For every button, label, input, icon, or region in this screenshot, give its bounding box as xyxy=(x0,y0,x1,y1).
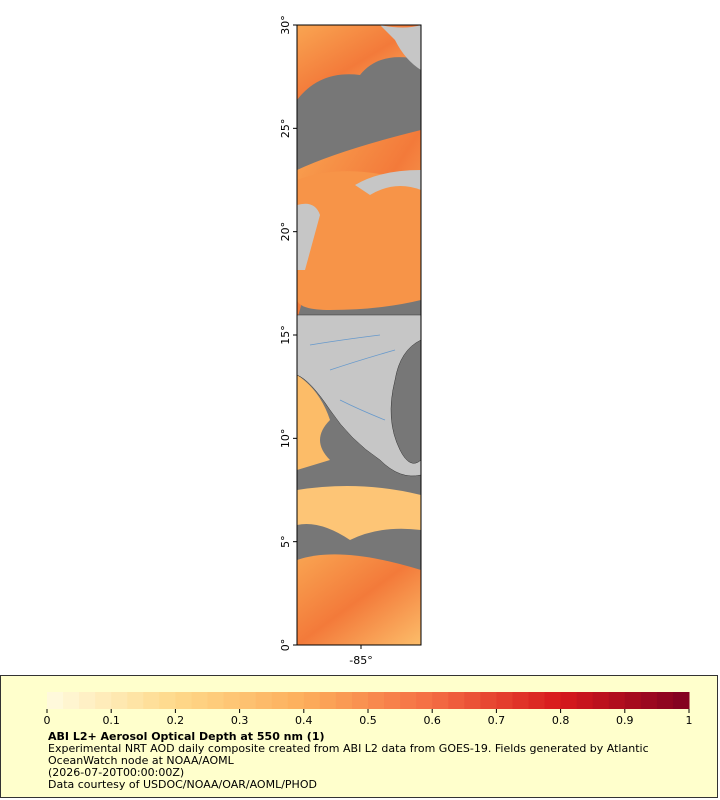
colorbar-cell xyxy=(255,692,273,709)
colorbar-cell xyxy=(544,692,562,709)
colorbar-cell xyxy=(271,692,289,709)
colorbar-cell xyxy=(159,692,176,709)
y-tick-label: 5° xyxy=(279,535,292,548)
colorbar-cell xyxy=(624,692,642,709)
colorbar-tick-label: 1 xyxy=(686,714,693,727)
aerosol-field xyxy=(297,375,330,470)
colorbar-cell xyxy=(560,692,578,709)
land xyxy=(355,170,421,195)
colorbar-cell xyxy=(656,692,674,709)
legend-credit: Data courtesy of USDOC/NOAA/OAR/AOML/PHO… xyxy=(48,778,317,791)
colorbar-cell xyxy=(351,692,369,709)
colorbar-cell xyxy=(175,692,192,709)
colorbar-cell xyxy=(223,692,241,709)
colorbar-cell xyxy=(608,692,626,709)
colorbar-tick-label: 0 xyxy=(44,714,51,727)
colorbar-cell xyxy=(319,692,337,709)
colorbar-cell xyxy=(384,692,401,709)
colorbar-cell xyxy=(592,692,610,709)
map-image xyxy=(297,25,421,645)
colorbar-tick-label: 0.5 xyxy=(359,714,377,727)
colorbar-cell xyxy=(95,692,112,709)
colorbar-tick-label: 0.1 xyxy=(102,714,120,727)
colorbar-cell xyxy=(207,692,225,709)
y-tick-label: 20° xyxy=(279,222,292,242)
aerosol-field xyxy=(297,171,421,310)
colorbar-cell xyxy=(191,692,208,709)
colorbar-cell xyxy=(416,692,433,709)
land xyxy=(297,314,421,477)
colorbar-cell xyxy=(335,692,353,709)
colorbar-tick-label: 0.7 xyxy=(488,714,506,727)
colorbar-cell xyxy=(63,692,80,709)
colorbar-cell xyxy=(368,692,385,709)
legend-time: (2026-07-20T00:00:00Z) xyxy=(48,766,185,779)
colorbar-cell xyxy=(127,692,144,709)
y-tick-label: 25° xyxy=(279,119,292,139)
legend-title: ABI L2+ Aerosol Optical Depth at 550 nm … xyxy=(48,730,325,743)
legend-text: ABI L2+ Aerosol Optical Depth at 550 nm … xyxy=(48,731,688,791)
colorbar-cell xyxy=(143,692,160,709)
colorbar-cell xyxy=(111,692,128,709)
y-tick-label: 10° xyxy=(279,429,292,449)
colorbar-cell xyxy=(576,692,594,709)
colorbar-cell xyxy=(287,692,305,709)
y-tick-label: 15° xyxy=(279,325,292,345)
colorbar-tick-label: 0.2 xyxy=(167,714,185,727)
colorbar-cell xyxy=(432,692,449,709)
colorbar-cell xyxy=(400,692,417,709)
colorbar-cell xyxy=(47,692,64,709)
colorbar-cell xyxy=(512,692,529,709)
aerosol-field xyxy=(297,25,421,100)
y-tick-label: 0° xyxy=(279,639,292,652)
colorbar-tick-label: 0.4 xyxy=(295,714,313,727)
colorbar-cell xyxy=(496,692,513,709)
colorbar-tick-label: 0.6 xyxy=(423,714,441,727)
colorbar-cell xyxy=(303,692,321,709)
colorbar-cell xyxy=(672,692,690,709)
aerosol-field xyxy=(297,554,421,645)
colorbar-cell xyxy=(239,692,257,709)
colorbar-tick-label: 0.3 xyxy=(231,714,249,727)
land xyxy=(297,203,320,270)
aerosol-field xyxy=(297,486,421,540)
colorbar-cell xyxy=(464,692,481,709)
colorbar-tick-label: 0.8 xyxy=(552,714,570,727)
colorbar-cell xyxy=(528,692,546,709)
colorbar-cell xyxy=(79,692,96,709)
land xyxy=(380,25,421,70)
x-tick-label: -85° xyxy=(349,654,372,667)
y-tick-label: 30° xyxy=(279,15,292,35)
colorbar-cell xyxy=(640,692,658,709)
river xyxy=(309,334,396,421)
legend-description: Experimental NRT AOD daily composite cre… xyxy=(48,742,649,767)
colorbar-tick-label: 0.9 xyxy=(616,714,634,727)
colorbar-cell xyxy=(448,692,465,709)
colorbar-cell xyxy=(480,692,497,709)
